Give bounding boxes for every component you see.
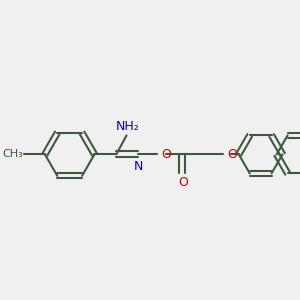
Text: O: O [178,176,188,189]
Text: NH₂: NH₂ [116,119,140,133]
Text: O: O [227,148,237,161]
Text: N: N [134,160,143,172]
Text: O: O [161,148,171,161]
Text: CH₃: CH₃ [2,149,23,159]
